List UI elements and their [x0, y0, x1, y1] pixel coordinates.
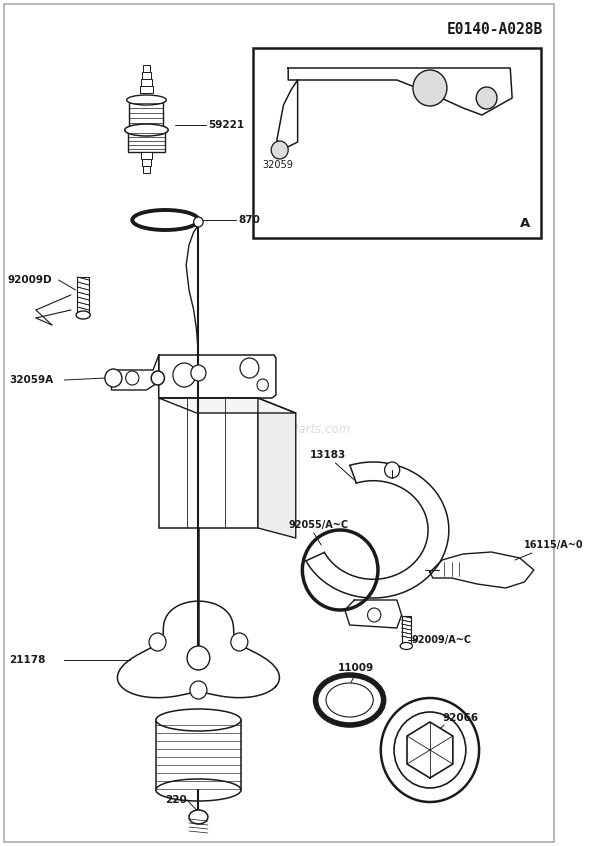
Ellipse shape: [124, 124, 168, 136]
Bar: [156, 720, 241, 790]
Circle shape: [271, 141, 288, 159]
Bar: [253, 48, 542, 238]
Circle shape: [105, 369, 122, 387]
Bar: [140, 86, 153, 93]
Circle shape: [413, 70, 447, 106]
Ellipse shape: [326, 683, 373, 717]
Text: 92009/A~C: 92009/A~C: [411, 635, 471, 645]
Polygon shape: [112, 355, 159, 390]
Circle shape: [173, 363, 196, 387]
Polygon shape: [258, 398, 296, 538]
Circle shape: [368, 608, 381, 622]
Circle shape: [231, 633, 248, 651]
Circle shape: [151, 371, 165, 385]
Circle shape: [187, 646, 210, 670]
Polygon shape: [159, 398, 296, 413]
Bar: [77, 277, 89, 315]
Text: 59221: 59221: [208, 120, 244, 130]
Circle shape: [126, 371, 139, 385]
Text: E0140-A028B: E0140-A028B: [447, 22, 543, 37]
Ellipse shape: [132, 210, 198, 230]
Text: 870: 870: [238, 215, 260, 225]
Bar: [142, 72, 151, 79]
Polygon shape: [430, 552, 534, 588]
Circle shape: [476, 87, 497, 109]
Circle shape: [190, 681, 207, 699]
Text: 11009: 11009: [338, 663, 375, 673]
Polygon shape: [159, 355, 276, 398]
Text: A: A: [520, 217, 530, 230]
Text: 92055/A~C: 92055/A~C: [288, 520, 348, 530]
Circle shape: [394, 712, 466, 788]
Circle shape: [385, 462, 399, 478]
Bar: [143, 65, 150, 72]
Circle shape: [302, 530, 378, 610]
Bar: [143, 166, 150, 173]
Circle shape: [194, 217, 203, 227]
Text: 21178: 21178: [9, 655, 46, 665]
Bar: [141, 152, 152, 159]
Ellipse shape: [127, 95, 166, 105]
Text: 13183: 13183: [310, 450, 346, 460]
Polygon shape: [306, 462, 449, 598]
Text: 32059A: 32059A: [9, 375, 54, 385]
Bar: [141, 79, 152, 86]
Ellipse shape: [316, 675, 384, 725]
Text: 92009D: 92009D: [8, 275, 52, 285]
Circle shape: [191, 365, 206, 381]
Bar: [129, 100, 163, 130]
Polygon shape: [277, 80, 297, 150]
Circle shape: [149, 633, 166, 651]
Text: 220: 220: [165, 795, 187, 805]
Bar: [142, 159, 151, 166]
Circle shape: [381, 698, 479, 802]
Ellipse shape: [156, 709, 241, 731]
Bar: [402, 616, 411, 644]
Polygon shape: [117, 602, 280, 698]
Ellipse shape: [156, 779, 241, 801]
Circle shape: [257, 379, 268, 391]
Polygon shape: [288, 68, 512, 115]
Text: 92066: 92066: [442, 713, 478, 723]
Text: eReplacementParts.com: eReplacementParts.com: [206, 424, 351, 437]
Ellipse shape: [189, 810, 208, 824]
Polygon shape: [345, 600, 402, 628]
Ellipse shape: [76, 311, 90, 319]
Bar: [127, 130, 165, 152]
Ellipse shape: [400, 642, 412, 650]
Circle shape: [240, 358, 259, 378]
Polygon shape: [407, 722, 453, 778]
Text: 16115/A~0: 16115/A~0: [525, 540, 584, 550]
Bar: [159, 398, 258, 528]
Text: 32059: 32059: [263, 160, 294, 170]
